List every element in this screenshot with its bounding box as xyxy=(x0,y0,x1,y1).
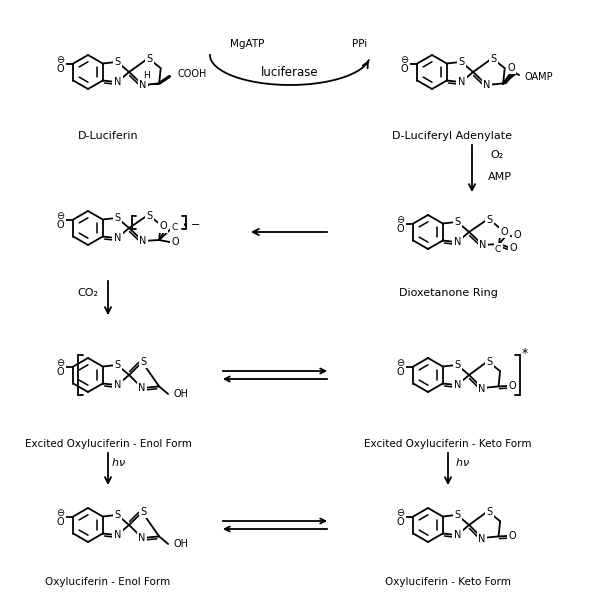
Text: S: S xyxy=(486,357,492,367)
Text: C: C xyxy=(495,244,501,253)
Text: S: S xyxy=(140,357,146,367)
Text: N: N xyxy=(114,77,121,87)
Text: O: O xyxy=(397,224,404,234)
Text: O: O xyxy=(507,63,515,73)
Text: S: S xyxy=(115,213,121,223)
Text: O: O xyxy=(159,222,167,231)
Text: O: O xyxy=(397,367,404,377)
Text: O: O xyxy=(56,220,64,230)
Text: N: N xyxy=(479,241,486,250)
Text: OAMP: OAMP xyxy=(525,72,553,82)
Text: $\ominus$: $\ominus$ xyxy=(400,53,409,65)
Text: Oxyluciferin - Keto Form: Oxyluciferin - Keto Form xyxy=(385,577,511,587)
Text: AMP: AMP xyxy=(488,172,512,182)
Text: luciferase: luciferase xyxy=(261,65,319,78)
Text: O: O xyxy=(510,243,517,253)
Text: S: S xyxy=(115,57,121,67)
Text: N: N xyxy=(478,383,486,394)
Text: $\ominus$: $\ominus$ xyxy=(56,210,65,220)
Text: *: * xyxy=(522,347,528,361)
Text: O: O xyxy=(397,517,404,527)
Text: OH: OH xyxy=(174,539,189,549)
Text: N: N xyxy=(454,237,462,247)
Text: S: S xyxy=(487,215,493,225)
Text: MgATP: MgATP xyxy=(230,39,264,49)
Text: O: O xyxy=(56,367,64,377)
Text: CO₂: CO₂ xyxy=(78,288,99,298)
Text: S: S xyxy=(140,507,146,517)
Text: $\ominus$: $\ominus$ xyxy=(395,356,405,368)
Text: OH: OH xyxy=(174,389,189,399)
Text: O: O xyxy=(508,531,516,541)
Text: S: S xyxy=(454,360,461,370)
Text: S: S xyxy=(115,360,121,370)
Text: $h\nu$: $h\nu$ xyxy=(111,456,126,468)
Text: $\ominus$: $\ominus$ xyxy=(56,53,65,65)
Text: Excited Oxyluciferin - Enol Form: Excited Oxyluciferin - Enol Form xyxy=(25,439,192,449)
Text: O: O xyxy=(400,64,408,74)
Text: Oxyluciferin - Enol Form: Oxyluciferin - Enol Form xyxy=(45,577,171,587)
Text: N: N xyxy=(138,533,146,543)
Text: N: N xyxy=(139,80,147,90)
Text: $h\nu$: $h\nu$ xyxy=(454,456,469,468)
Text: N: N xyxy=(114,380,121,390)
Text: O: O xyxy=(508,381,516,391)
Text: S: S xyxy=(486,507,492,517)
Text: N: N xyxy=(454,530,462,540)
Text: $\ominus$: $\ominus$ xyxy=(395,507,405,518)
Text: N: N xyxy=(458,77,465,87)
Text: C: C xyxy=(171,223,177,232)
Text: S: S xyxy=(115,510,121,520)
Text: N: N xyxy=(114,530,121,540)
Text: S: S xyxy=(491,54,497,64)
Text: D-Luciferyl Adenylate: D-Luciferyl Adenylate xyxy=(392,131,512,141)
Text: N: N xyxy=(454,380,462,390)
Text: Dioxetanone Ring: Dioxetanone Ring xyxy=(398,288,498,298)
Text: O: O xyxy=(514,229,522,240)
Text: D-Luciferin: D-Luciferin xyxy=(78,131,138,141)
Text: S: S xyxy=(147,54,153,64)
Text: PPi: PPi xyxy=(352,39,368,49)
Text: N: N xyxy=(139,237,147,247)
Text: $\ominus$: $\ominus$ xyxy=(56,356,65,368)
Text: Excited Oxyluciferin - Keto Form: Excited Oxyluciferin - Keto Form xyxy=(364,439,532,449)
Text: S: S xyxy=(454,510,461,520)
Text: N: N xyxy=(483,80,490,90)
Text: H: H xyxy=(143,71,150,80)
Text: S: S xyxy=(454,217,461,227)
Text: COOH: COOH xyxy=(177,69,207,80)
Text: N: N xyxy=(478,534,486,543)
Text: $\ominus$: $\ominus$ xyxy=(56,507,65,518)
Text: $\bullet-$: $\bullet-$ xyxy=(181,219,200,229)
Text: S: S xyxy=(147,211,153,221)
Text: O: O xyxy=(56,517,64,527)
Text: N: N xyxy=(138,383,146,393)
Text: O: O xyxy=(56,64,64,74)
Text: $\ominus$: $\ominus$ xyxy=(395,214,405,225)
Text: O₂: O₂ xyxy=(490,150,504,160)
Text: O: O xyxy=(171,237,179,247)
Text: N: N xyxy=(114,233,121,243)
Text: S: S xyxy=(459,57,465,67)
Text: O: O xyxy=(501,227,508,237)
